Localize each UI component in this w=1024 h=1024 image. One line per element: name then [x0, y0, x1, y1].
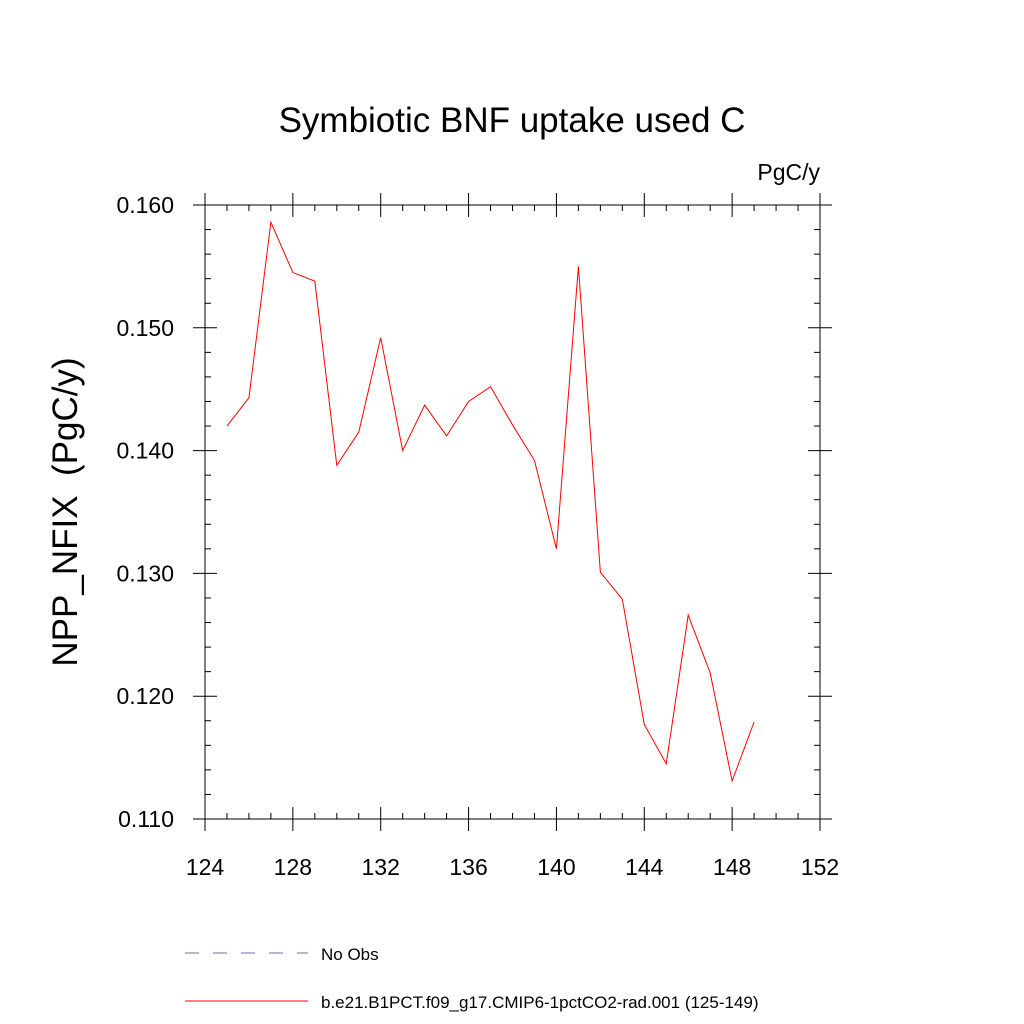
- x-tick-label: 148: [713, 854, 751, 880]
- data-point: [732, 780, 733, 781]
- x-tick-label: 124: [186, 854, 225, 880]
- data-point: [600, 572, 601, 573]
- x-tick-label: 128: [274, 854, 312, 880]
- data-point: [336, 465, 337, 466]
- data-point: [468, 401, 469, 402]
- data-point: [578, 266, 579, 267]
- data-point: [270, 222, 271, 223]
- data-point: [402, 450, 403, 451]
- series-group: [226, 220, 755, 783]
- x-tick-label: 132: [362, 854, 400, 880]
- data-point: [292, 272, 293, 273]
- legend: No Obs b.e21.B1PCT.f09_g17.CMIP6-1pctCO2…: [185, 945, 759, 1012]
- y-tick-label: 0.120: [116, 683, 174, 709]
- units-label: PgC/y: [757, 159, 820, 185]
- data-point: [666, 763, 667, 764]
- data-point: [248, 397, 249, 398]
- data-point: [446, 435, 447, 436]
- data-point: [534, 460, 535, 461]
- data-point: [622, 599, 623, 600]
- data-point: [512, 424, 513, 425]
- axis-tick-labels: 124 128 132 136 140 144 148 152 0.110 0.120 0.130 0…: [116, 192, 839, 880]
- data-point: [490, 386, 491, 387]
- data-point: [644, 724, 645, 725]
- series-line: [226, 220, 755, 783]
- legend-label-run: b.e21.B1PCT.f09_g17.CMIP6-1pctCO2-rad.00…: [321, 993, 759, 1012]
- x-tick-label: 144: [625, 854, 664, 880]
- axis-ticks: [193, 193, 832, 831]
- y-tick-label: 0.150: [116, 315, 174, 341]
- x-tick-label: 140: [537, 854, 575, 880]
- data-point: [380, 337, 381, 338]
- data-point: [710, 672, 711, 673]
- data-point: [358, 432, 359, 433]
- y-tick-label: 0.140: [116, 438, 174, 464]
- plot-frame: [204, 204, 821, 820]
- x-tick-label: 136: [449, 854, 487, 880]
- data-point: [556, 548, 557, 549]
- y-tick-label: 0.130: [116, 560, 174, 586]
- data-point: [314, 281, 315, 282]
- data-point: [754, 721, 755, 722]
- data-point: [424, 405, 425, 406]
- legend-label-no-obs: No Obs: [321, 945, 379, 964]
- y-axis-label: NPP_NFIX (PgC/y): [46, 357, 85, 666]
- x-tick-label: 152: [801, 854, 839, 880]
- chart-title: Symbiotic BNF uptake used C: [279, 101, 746, 140]
- y-tick-label: 0.160: [116, 192, 174, 218]
- y-tick-label: 0.110: [118, 806, 174, 832]
- data-point: [688, 615, 689, 616]
- data-point: [226, 425, 227, 426]
